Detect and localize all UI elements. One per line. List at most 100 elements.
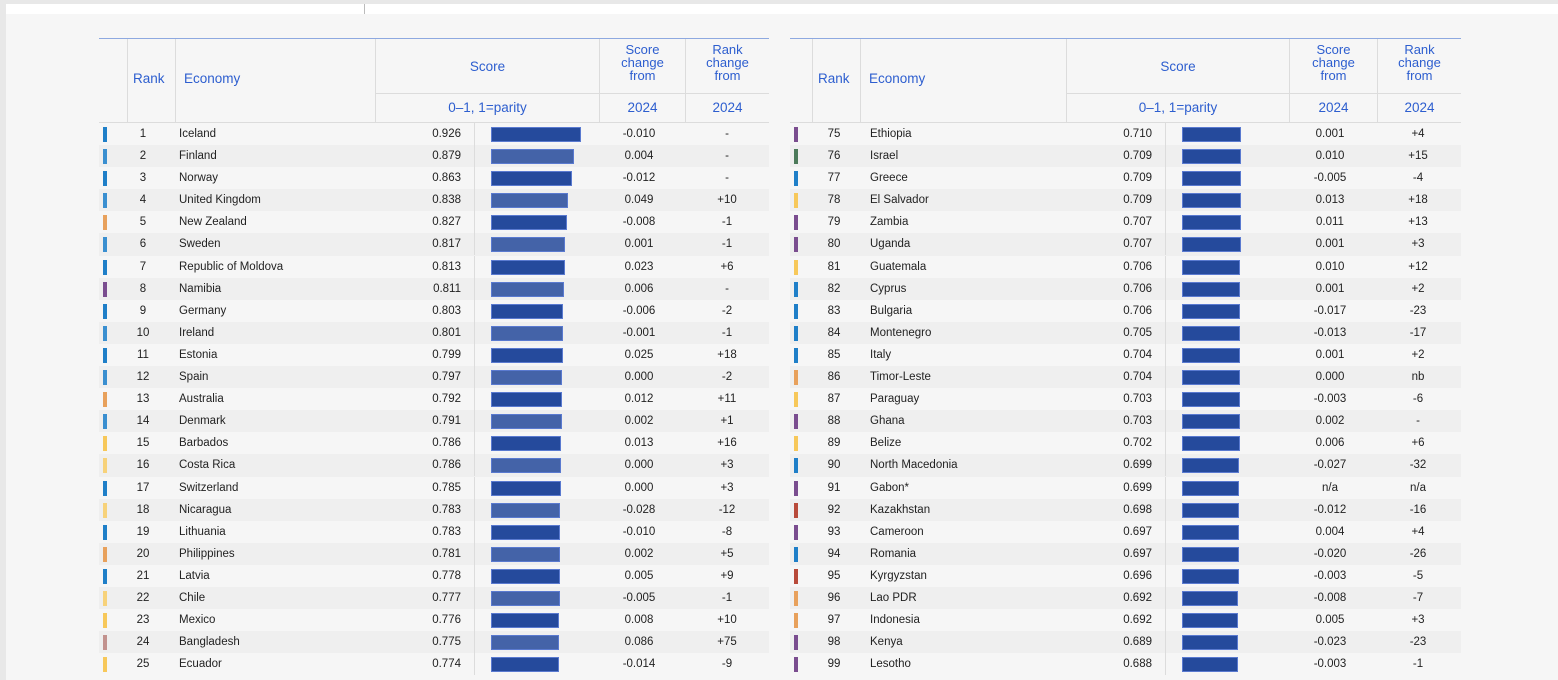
score-cell: 0.699 [1123,481,1152,494]
economy-cell: Greece [870,172,908,185]
score-sub-label: 0–1, 1=parity [376,93,599,123]
score-bar [491,171,572,187]
rank-change-cell: -23 [1409,636,1427,649]
score-bar [491,281,564,297]
score-bar-cell [1165,299,1290,322]
score-bar-cell [474,586,599,609]
score-bar-cell [474,123,599,145]
score-change-header-label: Score change from [1312,42,1355,83]
score-change-cell: 0.004 [1315,525,1345,538]
score-change-cell: -0.012 [1313,503,1347,516]
score-change-cell: 0.011 [1316,216,1344,229]
score-bar [491,259,565,275]
rank-cell: 20 [136,547,150,560]
score-bar-cell [1165,586,1290,609]
region-color-marker [794,325,798,341]
rank-change-cell: -1 [721,216,733,229]
table-header: Rank Economy Score 0–1, 1=parity Score c… [99,39,769,123]
rank-cell: 91 [827,481,841,494]
rank-change-cell: - [1416,415,1420,428]
score-bar [1182,171,1241,187]
score-change-cell: -0.003 [1313,658,1347,671]
rank-change-cell: +5 [720,547,734,560]
score-change-cell: -0.028 [622,503,656,516]
economy-cell: Zambia [870,216,909,229]
rank-cell: 19 [136,525,150,538]
rank-header-label: Rank [133,71,165,86]
score-bar-cell [474,476,599,499]
rank-change-cell: -6 [1412,393,1424,406]
economy-cell: Nicaragua [179,503,232,516]
score-change-cell: 0.005 [624,569,654,582]
score-bar [1182,568,1239,584]
score-bar-cell [1165,410,1290,433]
region-color-marker [103,635,107,651]
score-bar-cell [1165,653,1290,676]
rank-change-cell: +9 [720,569,734,582]
score-bar [491,370,562,386]
table-row: 94 Romania 0.697 -0.020 -26 [790,542,1461,565]
rank-change-cell: +1 [720,415,734,428]
rank-cell: 17 [136,481,150,494]
rank-change-cell: -1 [721,591,733,604]
divider [364,4,365,14]
score-bar-cell [1165,145,1290,168]
score-bar [1182,127,1241,142]
region-color-marker [103,392,107,408]
score-change-col-header: Score change from 2024 [599,39,685,123]
region-color-marker [103,458,107,474]
rank-cell: 95 [827,569,841,582]
economy-cell: Kyrgyzstan [870,569,927,582]
score-bar-cell [474,653,599,676]
score-bar [491,436,561,452]
region-color-marker [103,281,107,297]
economy-cell: Namibia [179,282,222,295]
economy-cell: Costa Rica [179,459,236,472]
score-bar [491,127,581,142]
rank-change-cell: +12 [1408,260,1428,273]
score-cell: 0.699 [1123,459,1152,472]
score-bar-cell [474,564,599,587]
rank-cell: 87 [827,393,841,406]
table-row: 98 Kenya 0.689 -0.023 -23 [790,631,1461,654]
score-change-cell: 0.006 [1315,437,1345,450]
score-bar-cell [474,454,599,477]
rank-change-cell: -32 [1409,459,1427,472]
economy-cell: Finland [179,150,217,163]
region-color-marker [794,237,798,253]
score-bar [491,635,559,651]
region-color-marker [103,436,107,452]
rank-cell: 23 [136,614,150,627]
rank-cell: 16 [136,459,150,472]
rank-change-cell: -5 [1412,569,1424,582]
economy-cell: Mexico [179,614,216,627]
table-row: 86 Timor-Leste 0.704 0.000 nb [790,366,1461,389]
score-cell: 0.706 [1123,304,1152,317]
table-row: 7 Republic of Moldova 0.813 0.023 +6 [99,255,769,278]
region-color-marker [103,546,107,562]
economy-cell: El Salvador [870,194,929,207]
region-color-marker [103,502,107,518]
table-row: 12 Spain 0.797 0.000 -2 [99,366,769,389]
score-bar [491,193,568,209]
score-bar-cell [1165,277,1290,300]
region-color-marker [794,524,798,540]
rank-cell: 90 [827,459,841,472]
score-bar-cell [1165,255,1290,278]
score-cell: 0.783 [432,503,461,516]
score-change-cell: 0.000 [1315,371,1345,384]
rank-cell: 93 [827,525,841,538]
score-bar [1182,370,1240,386]
rank-cell: 3 [139,172,147,185]
score-bar-cell [1165,211,1290,234]
rank-cell: 97 [827,614,841,627]
region-color-marker [794,171,798,187]
score-bar-cell [474,388,599,411]
economy-cell: Australia [179,393,224,406]
region-color-marker [794,193,798,209]
economy-cell: Philippines [179,547,235,560]
rank-cell: 77 [827,172,841,185]
economy-cell: Gabon* [870,481,910,494]
region-color-marker [103,171,107,187]
region-color-marker [794,613,798,629]
